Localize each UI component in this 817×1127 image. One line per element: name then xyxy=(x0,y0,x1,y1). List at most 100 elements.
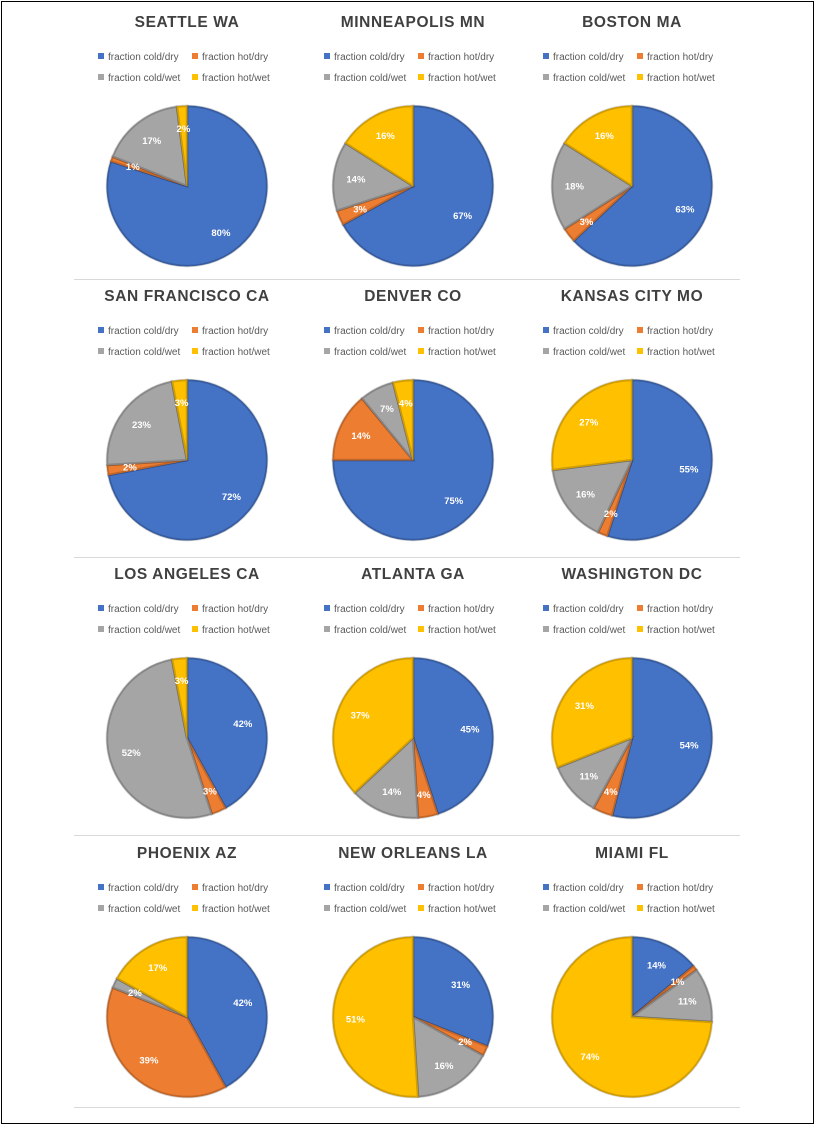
data-label: 45% xyxy=(460,725,480,736)
data-label: 23% xyxy=(132,420,152,431)
pie-slice-outline xyxy=(352,735,420,820)
legend-swatch xyxy=(98,53,104,59)
legend-label: fraction hot/dry xyxy=(202,604,269,615)
legend-swatch xyxy=(637,53,643,59)
legend-item: fraction hot/wet xyxy=(418,625,496,636)
legend-label: fraction hot/wet xyxy=(647,73,715,84)
pie-slice-outline xyxy=(550,656,634,770)
legend-label: fraction hot/wet xyxy=(428,904,496,915)
legend-swatch xyxy=(543,626,549,632)
pie-slice xyxy=(332,142,415,212)
legend-swatch xyxy=(324,327,330,333)
pie-slice-outline xyxy=(170,378,189,461)
pie-slice xyxy=(392,379,414,461)
chart-title: PHOENIX AZ xyxy=(136,845,238,862)
pie-slice-outline xyxy=(110,105,189,188)
pie-slice xyxy=(551,936,713,1098)
pie-chart: 42% 39% 2% 17% xyxy=(105,935,269,1099)
data-label: 51% xyxy=(346,1014,366,1025)
legend-label: fraction cold/dry xyxy=(334,326,405,337)
pie-chart-panel: MINNEAPOLIS MN fraction cold/dry fraction … xyxy=(298,14,528,279)
pie-chart-panel: SEATTLE WA fraction cold/dry fraction hot/… xyxy=(72,14,302,279)
legend-swatch xyxy=(324,905,330,911)
legend-swatch xyxy=(192,884,198,890)
legend-item: fraction cold/dry xyxy=(543,604,624,615)
data-label: 16% xyxy=(434,1061,454,1072)
legend-swatch xyxy=(637,348,643,354)
pie-slice-outline xyxy=(610,656,714,820)
legend-label: fraction cold/dry xyxy=(553,604,624,615)
legend-item: fraction cold/dry xyxy=(98,604,179,615)
data-label: 3% xyxy=(353,204,367,215)
data-label: 63% xyxy=(675,204,695,215)
pie-slice-outline xyxy=(175,104,189,187)
legend-swatch xyxy=(192,348,198,354)
legend-label: fraction cold/wet xyxy=(334,904,407,915)
pie-slice-outline xyxy=(605,378,714,542)
legend-swatch xyxy=(98,605,104,611)
legend-label: fraction cold/wet xyxy=(108,73,181,84)
legend-swatch xyxy=(98,905,104,911)
legend-label: fraction cold/wet xyxy=(334,73,407,84)
legend-label: fraction cold/wet xyxy=(108,625,181,636)
data-label: 4% xyxy=(417,790,431,801)
legend-item: fraction hot/dry xyxy=(637,604,713,615)
pie-slice-outline xyxy=(411,1014,485,1099)
pie-slice xyxy=(631,936,695,1019)
legend-label: fraction cold/wet xyxy=(553,347,626,358)
legend-label: fraction cold/dry xyxy=(108,326,179,337)
pie-slice-outline xyxy=(550,378,634,472)
data-label: 16% xyxy=(576,489,596,500)
pie-chart-panel: LOS ANGELES CA fraction cold/dry fraction … xyxy=(72,566,302,831)
legend-label: fraction cold/dry xyxy=(553,883,624,894)
legend-item: fraction hot/wet xyxy=(637,73,715,84)
legend-label: fraction cold/dry xyxy=(108,52,179,63)
legend-swatch xyxy=(543,74,549,80)
data-label: 3% xyxy=(580,217,594,228)
pie-slice xyxy=(332,397,415,461)
pie-slice xyxy=(551,657,633,769)
legend-swatch xyxy=(543,905,549,911)
legend-label: fraction hot/dry xyxy=(647,52,714,63)
row-separator xyxy=(74,279,740,280)
data-label: 17% xyxy=(142,136,162,147)
data-label: 1% xyxy=(671,977,685,988)
data-label: 14% xyxy=(346,174,366,185)
chart-title: MINNEAPOLIS MN xyxy=(340,14,486,31)
legend-item: fraction hot/dry xyxy=(637,883,713,894)
legend-label: fraction cold/dry xyxy=(334,52,405,63)
chart-title: SEATTLE WA xyxy=(134,14,240,31)
data-label: 2% xyxy=(177,124,191,135)
legend-label: fraction hot/wet xyxy=(647,347,715,358)
pie-chart: 72% 2% 23% 3% xyxy=(105,378,269,542)
pie-slice-outline xyxy=(411,935,495,1049)
data-label: 14% xyxy=(647,960,667,971)
legend-swatch xyxy=(98,884,104,890)
legend-label: fraction hot/wet xyxy=(202,347,270,358)
legend-item: fraction cold/wet xyxy=(543,625,625,636)
legend-swatch xyxy=(324,605,330,611)
pie-slice-outline xyxy=(185,656,269,810)
legend-item: fraction cold/dry xyxy=(324,52,405,63)
pie-slice-outline xyxy=(170,656,189,739)
pie-chart-panel: KANSAS CITY MO fraction cold/dry fraction … xyxy=(517,288,747,553)
data-label: 54% xyxy=(680,741,700,752)
legend-swatch xyxy=(98,626,104,632)
legend-label: fraction hot/dry xyxy=(428,52,495,63)
data-label: 42% xyxy=(233,719,253,730)
pie-slice-outline xyxy=(105,985,228,1099)
data-label: 55% xyxy=(679,465,699,476)
legend-label: fraction cold/dry xyxy=(334,883,405,894)
legend-swatch xyxy=(192,626,198,632)
data-label: 31% xyxy=(451,980,471,991)
data-label: 2% xyxy=(458,1037,472,1048)
pie-slice xyxy=(107,379,268,541)
pie-slice-outline xyxy=(185,935,269,1089)
pie-slice-outline xyxy=(551,458,635,535)
data-label: 2% xyxy=(128,988,142,999)
pie-slice xyxy=(344,105,414,187)
legend-label: fraction hot/wet xyxy=(202,904,270,915)
chart-title: NEW ORLEANS LA xyxy=(338,845,488,862)
legend-item: fraction hot/wet xyxy=(192,73,270,84)
legend-item: fraction cold/wet xyxy=(543,73,625,84)
